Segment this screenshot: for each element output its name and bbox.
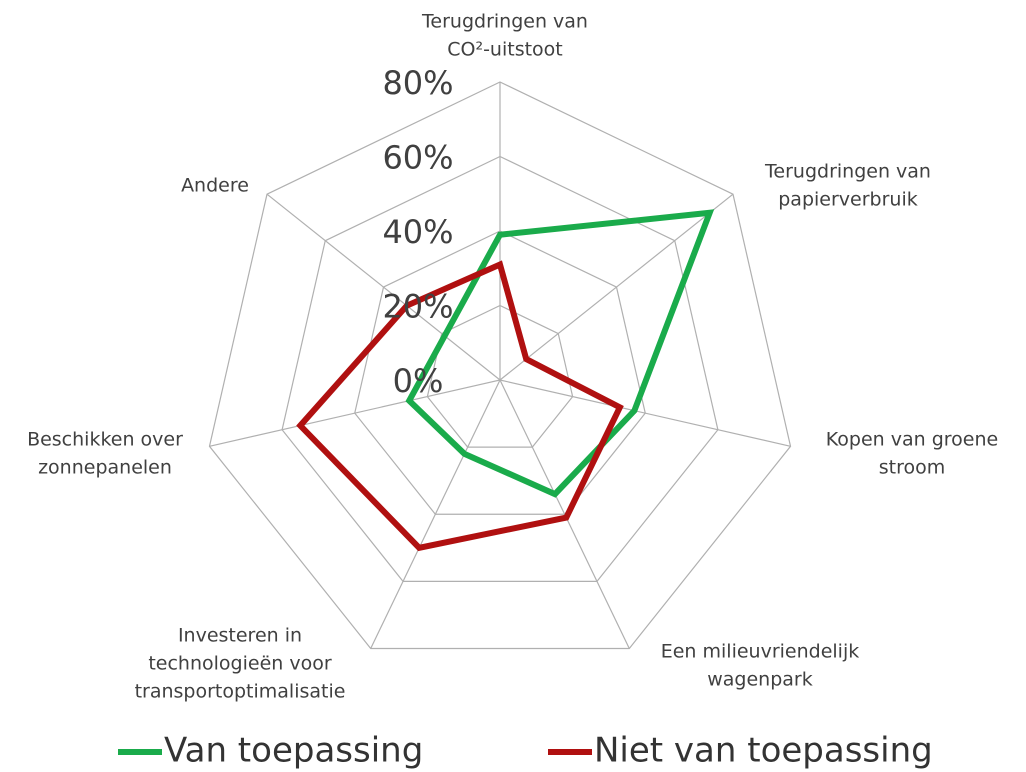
category-label: Een milieuvriendelijk bbox=[661, 641, 860, 663]
category-label: CO²-uitstoot bbox=[447, 39, 563, 61]
y-tick-label: 60% bbox=[382, 139, 453, 177]
category-label: Terugdringen van bbox=[764, 161, 931, 183]
axis-spoke bbox=[370, 379, 501, 649]
axis-spoke bbox=[499, 193, 734, 381]
y-tick-label: 40% bbox=[382, 213, 453, 251]
axis-spoke bbox=[266, 193, 501, 381]
legend-label: Niet van toepassing bbox=[594, 731, 933, 771]
category-label: Beschikken over bbox=[27, 429, 183, 451]
grid-ring bbox=[354, 230, 646, 515]
category-label: papierverbruik bbox=[778, 189, 918, 211]
y-tick-label: 0% bbox=[393, 362, 444, 400]
category-label: wagenpark bbox=[707, 669, 813, 691]
category-label: Andere bbox=[181, 175, 249, 197]
axis-spoke bbox=[209, 379, 501, 447]
axis-spoke bbox=[499, 379, 791, 447]
category-label: zonnepanelen bbox=[38, 457, 172, 479]
series-line bbox=[296, 260, 624, 552]
category-label: Terugdringen van bbox=[421, 11, 588, 33]
category-label: Kopen van groene bbox=[826, 429, 998, 451]
series-line bbox=[405, 209, 715, 498]
y-tick-label: 80% bbox=[382, 64, 453, 102]
grid-ring bbox=[208, 81, 792, 650]
category-label: transportoptimalisatie bbox=[135, 681, 346, 703]
y-tick-label: 20% bbox=[382, 288, 453, 326]
grid-ring bbox=[281, 155, 719, 582]
category-label: technologieën voor bbox=[148, 653, 331, 675]
legend-label: Van toepassing bbox=[164, 731, 423, 771]
category-label: stroom bbox=[879, 457, 946, 479]
category-label: Investeren in bbox=[178, 625, 302, 647]
